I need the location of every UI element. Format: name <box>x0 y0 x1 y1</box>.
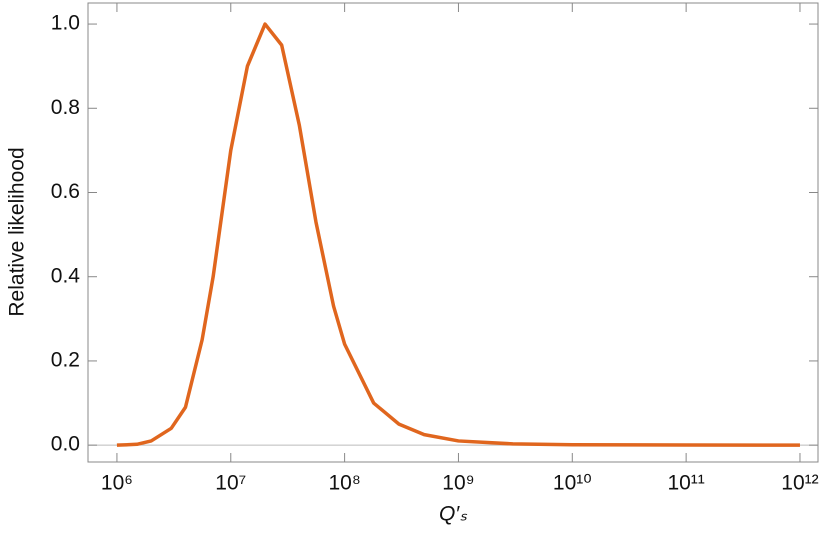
x-tick-label: 10⁹ <box>442 472 474 495</box>
x-tick-label: 10⁸ <box>329 472 361 495</box>
y-tick-label: 1.0 <box>51 12 80 35</box>
line-series <box>116 22 800 447</box>
x-tick-label: 10¹¹ <box>667 472 704 495</box>
x-tick-label: 10¹² <box>781 472 818 495</box>
y-tick-label: 0.2 <box>51 348 80 371</box>
y-tick-label: 0.0 <box>51 433 80 456</box>
x-axis-label: Q′ₛ <box>439 503 467 526</box>
y-tick-label: 0.8 <box>51 96 80 119</box>
y-tick-label: 0.4 <box>51 264 81 287</box>
y-tick-label: 0.6 <box>51 180 80 203</box>
x-tick-label: 10¹⁰ <box>553 472 592 495</box>
x-tick-label: 10⁶ <box>101 472 133 495</box>
x-tick-label: 10⁷ <box>215 472 246 495</box>
plot-frame <box>87 2 819 463</box>
y-axis-label: Relative likelihood <box>6 147 29 316</box>
